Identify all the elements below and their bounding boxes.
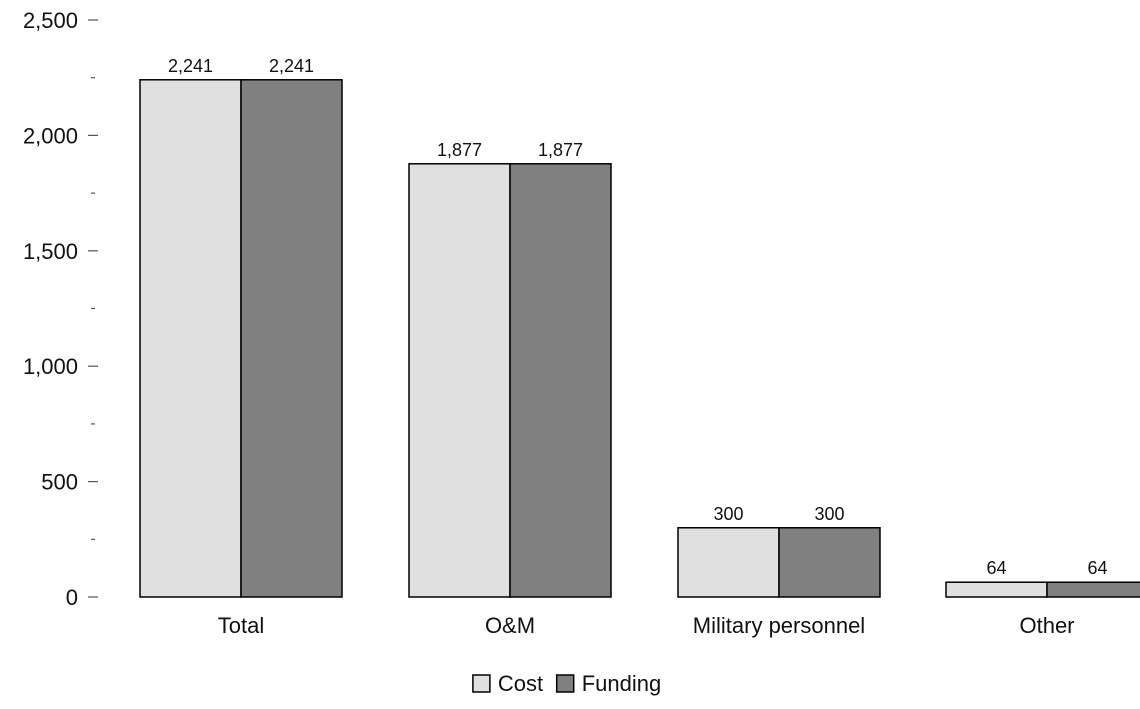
bar-funding-0 [240, 79, 343, 598]
y-tick-label: 0 [66, 585, 78, 610]
x-category-label: O&M [485, 613, 535, 638]
data-label: 1,877 [538, 140, 583, 160]
data-label: 300 [713, 504, 743, 524]
legend-label: Funding [582, 671, 662, 696]
y-tick-label: 1,000 [23, 354, 78, 379]
data-label: 2,241 [168, 56, 213, 76]
legend-swatch-cost [472, 674, 491, 693]
data-label: 64 [986, 558, 1006, 578]
legend: Cost Funding [472, 671, 662, 696]
x-axis: Total O&M Military personnel Other [218, 613, 1075, 638]
x-category-label: Other [1019, 613, 1074, 638]
bar-cost-3 [945, 581, 1048, 598]
bars [139, 79, 1140, 598]
data-label: 2,241 [269, 56, 314, 76]
y-tick-label: 1,500 [23, 239, 78, 264]
legend-swatch-funding [555, 674, 575, 693]
bar-cost-1 [408, 163, 511, 598]
x-category-label: Total [218, 613, 264, 638]
bar-funding-2 [778, 527, 881, 598]
bar-funding-3 [1046, 581, 1140, 598]
bar-cost-0 [139, 79, 242, 598]
data-label: 300 [814, 504, 844, 524]
y-tick-label: 2,000 [23, 123, 78, 148]
legend-label: Cost [498, 671, 543, 696]
x-category-label: Military personnel [693, 613, 865, 638]
y-tick-label: 2,500 [23, 8, 78, 33]
bar-cost-2 [677, 527, 780, 598]
data-labels: 2,241 2,241 1,877 1,877 300 300 64 64 [168, 56, 1108, 578]
data-label: 64 [1087, 558, 1107, 578]
y-tick-label: 500 [41, 470, 78, 495]
data-label: 1,877 [437, 140, 482, 160]
y-axis: 0 500 1,000 1,500 2,000 2,500 [23, 8, 98, 610]
bar-funding-1 [509, 163, 612, 598]
